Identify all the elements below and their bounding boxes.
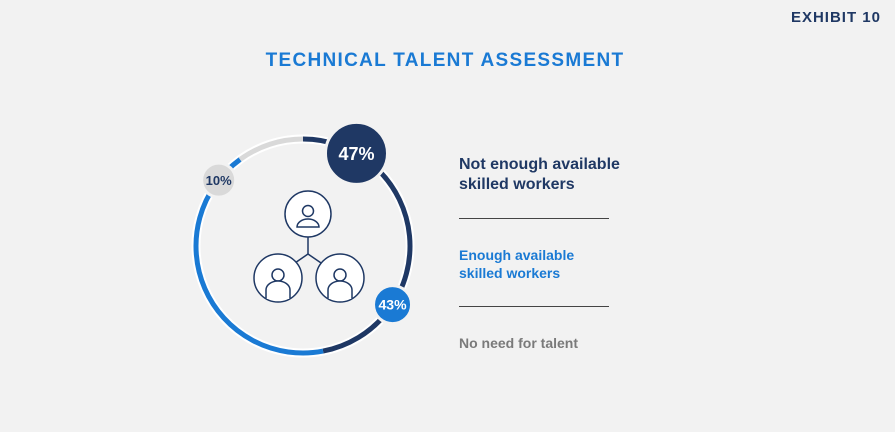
people-network-icon <box>253 190 365 303</box>
exhibit-label: EXHIBIT 10 <box>790 9 881 26</box>
legend-not-enough: Not enough available skilled workers <box>459 156 620 193</box>
legend-divider <box>459 218 609 219</box>
donut-segment <box>238 136 304 162</box>
chart-title: TECHNICAL TALENT ASSESSMENT <box>265 50 625 71</box>
value-badge <box>324 120 389 186</box>
legend-no-need: No need for talent <box>459 335 579 351</box>
data-label: 10% <box>206 173 232 188</box>
legend-enough: Enough available skilled workers <box>459 247 575 281</box>
value-badge <box>372 284 414 326</box>
data-label: 47% <box>338 144 374 164</box>
value-badges: 47% 43% 10% <box>200 120 414 326</box>
value-badge <box>200 161 238 199</box>
legend-divider <box>459 306 609 307</box>
data-label: 43% <box>379 297 408 313</box>
